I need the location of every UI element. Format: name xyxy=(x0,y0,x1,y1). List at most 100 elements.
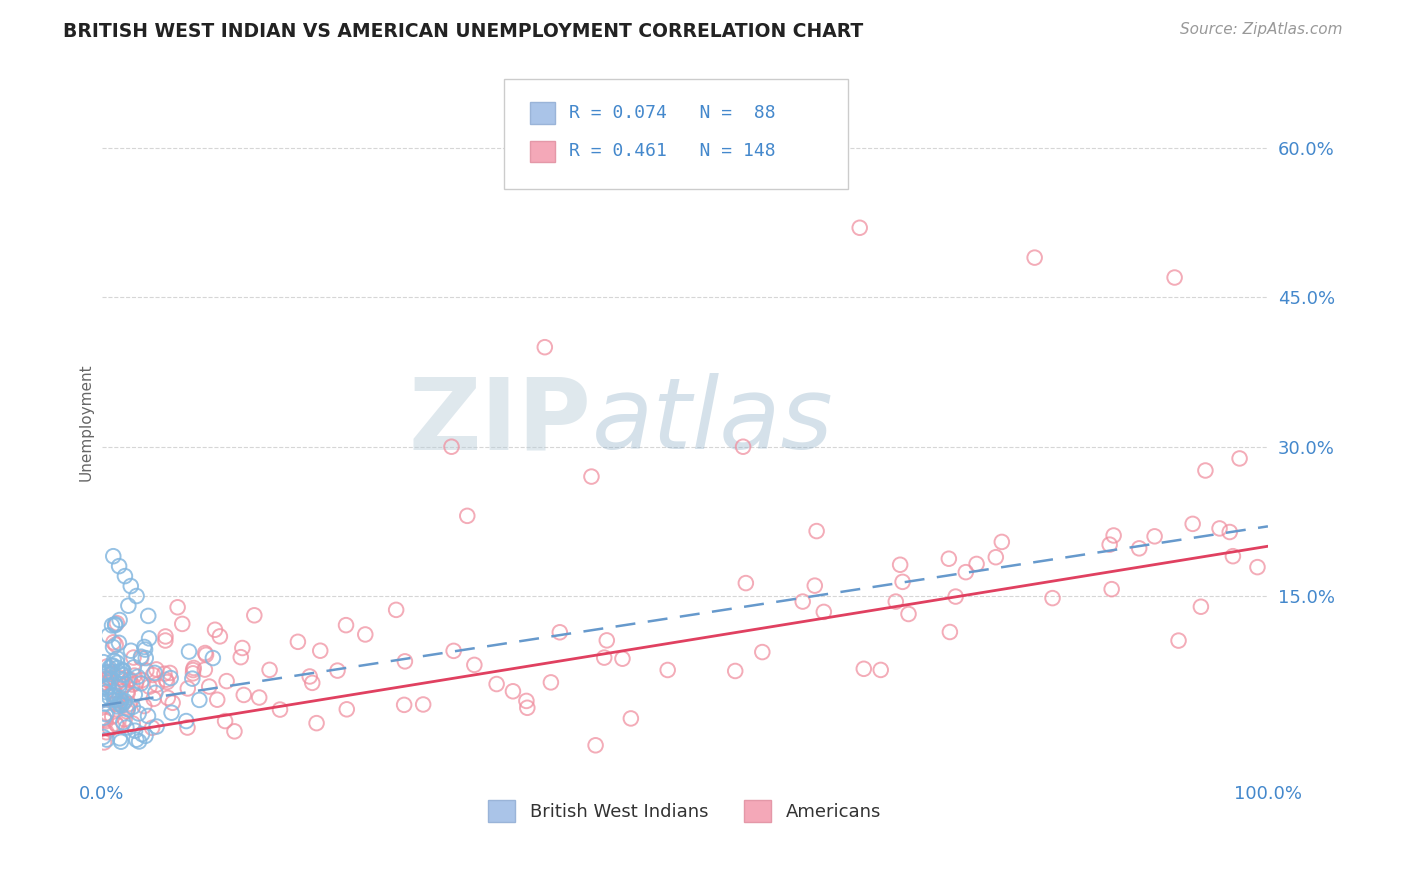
Point xyxy=(1024,251,1046,265)
Point xyxy=(117,599,139,613)
Point xyxy=(734,576,756,591)
Text: Source: ZipAtlas.com: Source: ZipAtlas.com xyxy=(1180,22,1343,37)
Point xyxy=(1102,528,1125,542)
Point xyxy=(94,713,117,727)
Point xyxy=(108,559,131,574)
Text: R = 0.074   N =  88: R = 0.074 N = 88 xyxy=(569,104,776,122)
Point xyxy=(96,732,118,747)
Point xyxy=(620,711,643,725)
Point xyxy=(110,735,132,749)
Point xyxy=(141,721,163,735)
Point xyxy=(142,691,165,706)
Point xyxy=(724,664,747,678)
Point xyxy=(104,689,127,703)
Point xyxy=(114,569,136,583)
Point xyxy=(143,665,166,680)
Point xyxy=(146,677,169,691)
Point xyxy=(91,681,114,695)
Point xyxy=(124,688,146,702)
Point xyxy=(215,674,238,689)
Point xyxy=(177,681,200,696)
Point xyxy=(94,707,117,722)
Point xyxy=(806,524,828,538)
Point xyxy=(897,607,920,621)
Point xyxy=(1219,524,1241,539)
Point xyxy=(516,700,538,714)
Point xyxy=(159,665,181,680)
Point xyxy=(174,714,197,728)
Point xyxy=(134,729,156,743)
Point xyxy=(98,690,121,705)
Point xyxy=(188,693,211,707)
Point xyxy=(131,673,153,687)
Text: atlas: atlas xyxy=(592,374,834,470)
Point xyxy=(1101,582,1123,596)
Point xyxy=(118,673,141,687)
Point xyxy=(335,618,357,632)
Text: R = 0.461   N = 148: R = 0.461 N = 148 xyxy=(569,142,776,161)
Point xyxy=(98,661,121,675)
Point xyxy=(1098,538,1121,552)
Point xyxy=(204,623,226,637)
Point xyxy=(194,646,217,660)
Point xyxy=(612,651,634,665)
Point xyxy=(120,644,142,658)
Point xyxy=(891,574,914,589)
Point xyxy=(114,712,136,726)
Point xyxy=(129,676,152,690)
Point xyxy=(117,700,139,714)
Point xyxy=(201,651,224,665)
Point xyxy=(96,706,118,721)
Point xyxy=(938,551,960,566)
Point xyxy=(305,716,328,731)
Point xyxy=(1181,516,1204,531)
Point xyxy=(533,340,555,354)
Point xyxy=(138,680,160,694)
Point xyxy=(104,617,127,632)
Point xyxy=(198,680,221,694)
Point xyxy=(229,650,252,665)
Point xyxy=(104,618,127,632)
Point xyxy=(232,688,254,702)
Point xyxy=(97,679,120,693)
Point xyxy=(101,640,124,654)
Point xyxy=(269,702,291,716)
Point xyxy=(108,681,131,695)
Point xyxy=(108,677,131,691)
Point xyxy=(105,693,128,707)
Point xyxy=(166,600,188,615)
Point xyxy=(129,649,152,664)
Point xyxy=(177,644,200,658)
Point xyxy=(114,694,136,708)
Point xyxy=(96,725,118,739)
Point xyxy=(502,684,524,698)
Point xyxy=(117,686,139,700)
Point xyxy=(1128,541,1150,556)
Point xyxy=(181,663,204,677)
Point xyxy=(93,667,115,681)
Point xyxy=(122,650,145,665)
Point xyxy=(94,665,117,680)
Point xyxy=(208,629,231,643)
Point xyxy=(103,549,125,564)
Point xyxy=(751,645,773,659)
Point xyxy=(884,594,907,608)
Point xyxy=(259,663,281,677)
Text: ZIP: ZIP xyxy=(409,374,592,470)
Point xyxy=(90,691,112,706)
Point xyxy=(96,659,118,673)
Point xyxy=(991,535,1014,549)
Point xyxy=(93,735,115,749)
Point xyxy=(1246,560,1268,574)
Point xyxy=(309,643,332,657)
Point xyxy=(96,681,118,695)
Point xyxy=(101,665,124,679)
Point xyxy=(1189,599,1212,614)
Point xyxy=(1229,451,1251,466)
Point xyxy=(101,688,124,702)
Point xyxy=(548,625,571,640)
Point xyxy=(984,550,1007,565)
Point xyxy=(463,657,485,672)
FancyBboxPatch shape xyxy=(503,79,848,188)
Point xyxy=(966,557,988,571)
